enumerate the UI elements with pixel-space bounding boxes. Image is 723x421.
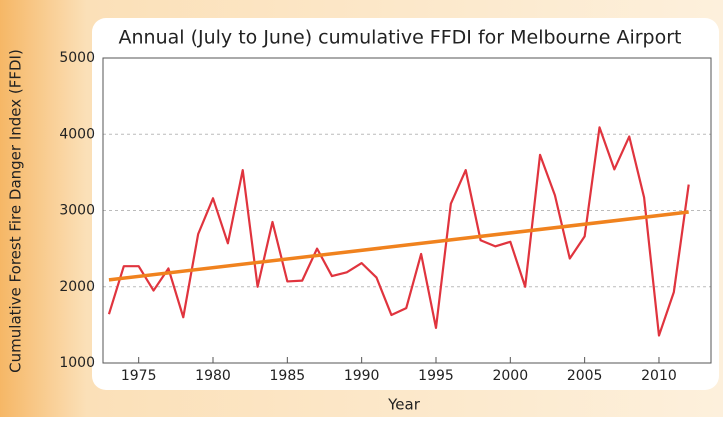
x-tick-label: 2005 [567, 368, 603, 384]
x-tick-label: 1975 [121, 368, 157, 384]
plot-frame [102, 57, 712, 364]
y-tick-label: 4000 [59, 126, 95, 142]
x-axis-label: Year [387, 396, 421, 414]
chart-title: Annual (July to June) cumulative FFDI fo… [119, 27, 682, 49]
panel [92, 18, 719, 390]
y-axis-label: Cumulative Forest Fire Danger Index (FFD… [7, 49, 25, 373]
trend-line [108, 210, 689, 282]
y-tick-label: 3000 [59, 203, 95, 219]
y-tick-label: 1000 [59, 355, 95, 371]
data-line [107, 126, 690, 337]
x-tick-label: 2000 [492, 368, 528, 384]
x-tick-label: 1985 [270, 368, 306, 384]
x-tick-label: 2010 [641, 368, 677, 384]
y-tick-label: 2000 [59, 279, 95, 295]
x-tick-label: 1995 [418, 368, 454, 384]
x-tick-label: 1980 [195, 368, 231, 384]
y-tick-label: 5000 [59, 50, 95, 66]
x-tick-label: 1990 [344, 368, 380, 384]
